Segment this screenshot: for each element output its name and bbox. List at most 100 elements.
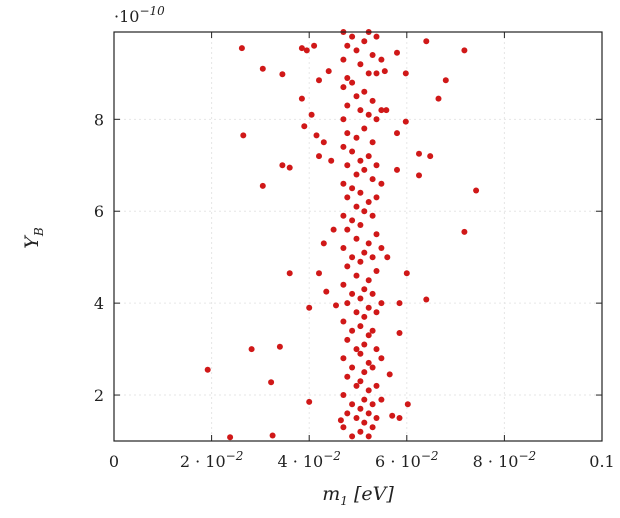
data-point: [361, 125, 368, 132]
data-point: [361, 166, 368, 173]
data-point: [353, 171, 360, 178]
data-point: [404, 401, 411, 408]
data-point: [373, 231, 380, 238]
data-point: [402, 118, 409, 125]
data-point: [340, 245, 347, 251]
plot-frame: [113, 31, 603, 442]
data-point: [344, 300, 351, 307]
data-point: [396, 415, 403, 421]
x-tick-label: 2 · 10−2: [180, 449, 244, 471]
data-point: [394, 130, 400, 137]
data-point: [353, 382, 360, 389]
data-point: [416, 150, 422, 157]
data-point: [361, 341, 368, 348]
data-point: [268, 379, 275, 386]
x-tick-label-base: 8 · 10: [473, 452, 519, 471]
data-point: [403, 270, 410, 277]
data-point: [344, 410, 351, 417]
data-point: [353, 346, 360, 353]
data-point: [349, 185, 356, 192]
data-point: [353, 47, 360, 54]
data-point: [461, 228, 468, 235]
data-points: [204, 29, 480, 441]
y-tick-label: 6: [94, 202, 104, 221]
data-point: [365, 277, 372, 284]
data-point: [306, 304, 313, 311]
y-axis-label: YB: [21, 227, 46, 249]
data-point: [357, 295, 364, 302]
y-multiplier-base: ·10: [114, 7, 139, 26]
data-point: [386, 371, 393, 378]
x-tick-label: 0: [109, 452, 119, 471]
data-point: [396, 330, 403, 336]
data-point: [373, 70, 380, 77]
data-point: [373, 116, 380, 123]
y-multiplier: ·10−10: [114, 4, 165, 26]
data-point: [357, 428, 364, 435]
data-point: [353, 134, 360, 141]
data-point: [396, 300, 403, 307]
data-point: [361, 286, 368, 293]
data-point: [340, 180, 347, 187]
data-point: [365, 387, 372, 394]
data-point: [373, 309, 380, 316]
data-point: [394, 166, 400, 173]
data-point: [337, 417, 344, 424]
data-point: [357, 61, 364, 68]
y-axis-label-symbol: Y: [21, 234, 43, 249]
data-point: [340, 212, 347, 219]
data-point: [316, 153, 322, 160]
data-point: [365, 70, 372, 77]
data-point: [357, 323, 364, 330]
y-axis-ticks: 2 4 6 8: [94, 110, 602, 405]
data-point: [340, 424, 347, 431]
data-point: [340, 392, 347, 398]
data-point: [373, 268, 380, 274]
x-axis-label-unit: [eV]: [354, 483, 394, 505]
data-point: [353, 93, 360, 100]
x-tick-label-base: 6 · 10: [375, 452, 421, 471]
data-point: [349, 364, 356, 371]
data-point: [340, 84, 347, 91]
data-point: [279, 162, 286, 169]
data-point: [365, 153, 372, 160]
data-point: [361, 249, 368, 256]
x-tick-label-base: 4 · 10: [277, 452, 323, 471]
data-point: [353, 272, 360, 279]
data-point: [344, 102, 351, 109]
x-tick-label-exponent: −2: [518, 449, 536, 463]
x-tick-label: 0.1: [589, 452, 614, 471]
data-point: [328, 157, 335, 164]
x-tick-label-exponent: −2: [226, 449, 244, 463]
data-point: [369, 139, 376, 146]
data-point: [340, 116, 347, 123]
data-point: [344, 42, 351, 49]
data-point: [357, 189, 364, 196]
data-point: [357, 258, 364, 265]
data-point: [316, 77, 322, 84]
data-point: [369, 290, 376, 297]
data-point: [357, 222, 364, 228]
x-axis-label-subscript: 1: [340, 494, 348, 508]
data-point: [204, 366, 211, 373]
data-point: [320, 240, 327, 247]
data-point: [378, 180, 385, 187]
data-point: [369, 176, 376, 183]
data-point: [435, 95, 442, 102]
data-point: [286, 270, 293, 277]
data-point: [344, 130, 351, 137]
data-point: [276, 343, 283, 350]
data-point: [423, 296, 430, 303]
data-point: [344, 194, 351, 201]
data-point: [378, 245, 385, 251]
data-point: [427, 153, 434, 160]
data-point: [344, 373, 351, 380]
data-point: [369, 254, 376, 261]
data-point: [361, 208, 368, 215]
data-point: [340, 143, 347, 150]
x-tick-label-base: 2 · 10: [180, 452, 226, 471]
data-point: [316, 270, 322, 277]
data-point: [349, 148, 356, 155]
data-point: [373, 194, 380, 201]
